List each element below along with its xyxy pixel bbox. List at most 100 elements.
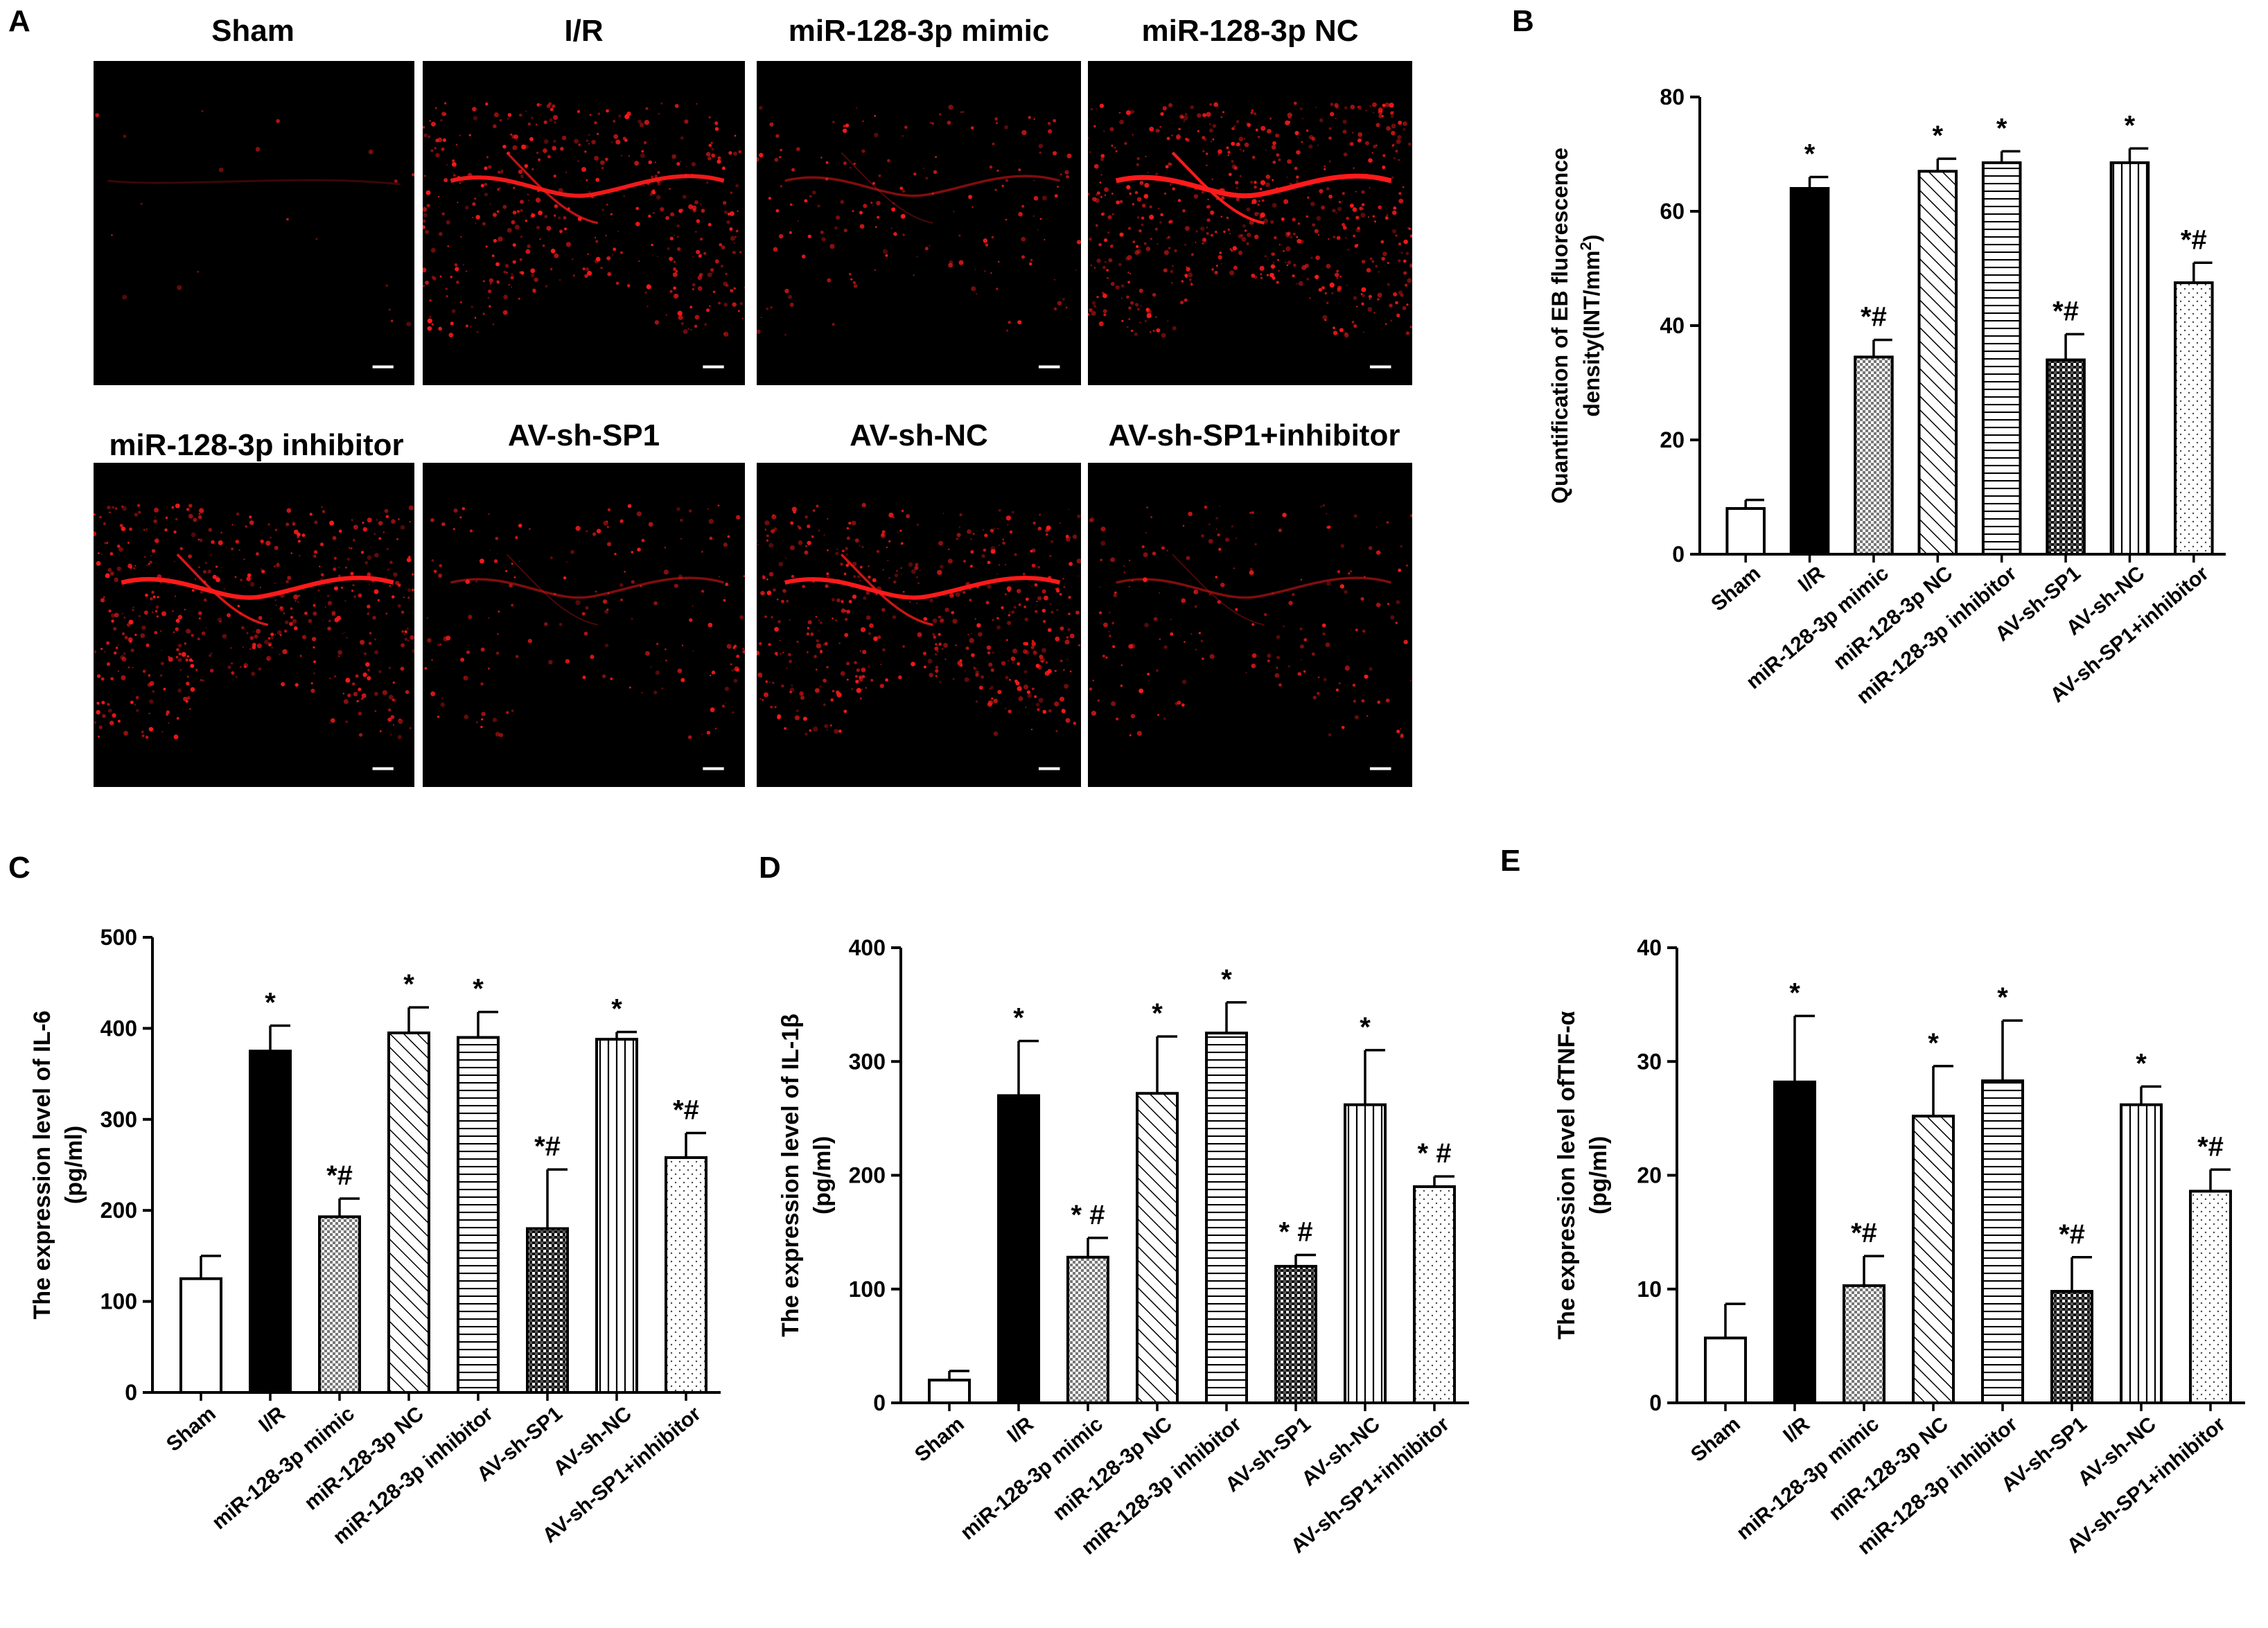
signal-speck xyxy=(152,595,156,599)
signal-speck xyxy=(631,580,635,584)
signal-speck xyxy=(1292,232,1296,236)
signal-speck xyxy=(739,302,743,306)
signal-speck xyxy=(284,620,289,625)
signal-speck xyxy=(737,210,739,213)
signal-speck xyxy=(185,700,188,703)
signal-speck xyxy=(673,293,678,299)
signal-speck xyxy=(364,652,367,655)
signal-speck xyxy=(1398,198,1404,204)
signal-speck xyxy=(385,515,389,519)
signal-speck xyxy=(848,522,852,525)
signal-speck xyxy=(974,618,976,620)
signal-speck xyxy=(1339,275,1342,278)
signal-speck xyxy=(773,682,775,684)
signal-speck xyxy=(606,256,611,260)
signal-speck xyxy=(427,326,432,331)
signal-speck xyxy=(1110,557,1116,563)
signal-speck xyxy=(1391,123,1396,129)
signal-speck xyxy=(929,599,933,603)
signal-speck xyxy=(992,142,995,145)
signal-speck xyxy=(408,505,414,511)
signal-speck xyxy=(1005,675,1009,680)
signal-speck xyxy=(132,609,134,612)
signal-speck xyxy=(525,249,531,254)
signal-speck xyxy=(518,297,520,300)
signal-speck xyxy=(1033,179,1035,182)
signal-speck xyxy=(849,166,852,169)
signal-speck xyxy=(1317,234,1319,236)
y-tick-label: 400 xyxy=(849,935,886,960)
signal-speck xyxy=(550,107,554,112)
signal-speck xyxy=(993,528,996,530)
signal-speck xyxy=(836,548,838,550)
signal-speck xyxy=(113,627,117,631)
signal-speck xyxy=(831,598,836,602)
signal-speck xyxy=(173,560,175,563)
signal-speck xyxy=(1377,700,1381,704)
signal-speck xyxy=(1267,129,1272,134)
signal-speck xyxy=(565,561,568,563)
signal-speck xyxy=(198,508,204,513)
signal-speck xyxy=(94,513,96,515)
signal-speck xyxy=(677,310,683,316)
y-tick-label: 200 xyxy=(849,1163,886,1188)
signal-speck xyxy=(1129,559,1131,562)
signal-speck xyxy=(191,532,196,538)
signal-speck xyxy=(911,662,915,666)
y-tick-label: 10 xyxy=(1637,1277,1662,1302)
signal-speck xyxy=(725,272,728,275)
signal-speck xyxy=(121,505,124,508)
signal-speck xyxy=(107,709,112,713)
signal-speck xyxy=(188,513,193,519)
signal-speck xyxy=(862,650,867,655)
signal-speck xyxy=(1333,236,1336,238)
signal-speck xyxy=(1208,123,1211,125)
signal-speck xyxy=(1102,309,1107,314)
signal-speck xyxy=(1322,504,1326,507)
signal-speck xyxy=(461,506,466,511)
signal-speck xyxy=(518,169,523,175)
signal-speck xyxy=(1228,172,1232,177)
signal-speck xyxy=(459,516,462,519)
signal-speck xyxy=(958,260,964,265)
signal-speck xyxy=(431,275,435,279)
signal-speck xyxy=(1200,639,1204,643)
signal-speck xyxy=(495,651,500,655)
signal-speck xyxy=(902,590,905,593)
signal-speck xyxy=(123,134,127,139)
signal-speck xyxy=(247,573,252,578)
signal-speck xyxy=(495,536,499,540)
signal-speck xyxy=(482,280,485,283)
signal-speck xyxy=(707,222,712,227)
signal-speck xyxy=(141,734,145,738)
signal-speck xyxy=(464,205,469,210)
signal-speck xyxy=(1372,215,1375,218)
signal-speck xyxy=(664,547,666,549)
signal-speck xyxy=(764,615,767,619)
signal-speck xyxy=(1160,213,1163,217)
signal-speck xyxy=(1396,729,1400,734)
signal-speck xyxy=(1361,260,1366,264)
signal-speck xyxy=(1364,141,1369,145)
signal-speck xyxy=(398,718,403,724)
signal-speck xyxy=(543,120,547,125)
signal-speck xyxy=(472,107,477,112)
signal-speck xyxy=(446,164,448,166)
signal-speck xyxy=(251,671,256,676)
signal-speck xyxy=(434,147,437,149)
signal-speck xyxy=(714,127,719,131)
signal-speck xyxy=(665,314,667,316)
signal-speck xyxy=(485,245,488,248)
signal-speck xyxy=(1299,107,1303,111)
signal-speck xyxy=(1154,227,1158,231)
signal-speck xyxy=(1186,276,1188,278)
signal-speck xyxy=(1308,144,1313,149)
signal-speck xyxy=(730,191,733,194)
signal-speck xyxy=(197,271,199,273)
signal-speck xyxy=(711,671,716,675)
signal-speck xyxy=(814,688,820,693)
signal-speck xyxy=(1134,303,1139,307)
signal-speck xyxy=(176,716,179,720)
signal-speck xyxy=(1277,269,1281,272)
micrograph-sh-sp1 xyxy=(423,463,745,787)
